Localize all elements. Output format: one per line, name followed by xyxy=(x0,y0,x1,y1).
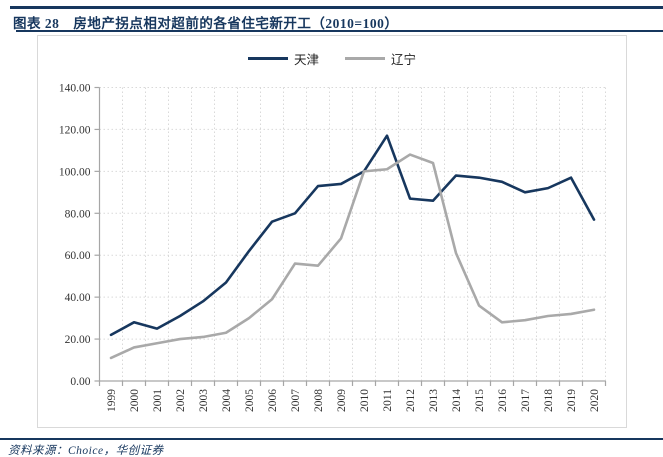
svg-text:2004: 2004 xyxy=(221,389,233,412)
svg-text:0.00: 0.00 xyxy=(70,376,90,388)
legend-label-tianjin: 天津 xyxy=(293,53,319,67)
svg-text:2005: 2005 xyxy=(244,389,256,412)
liaoning-line-swatch xyxy=(345,57,385,60)
svg-text:60.00: 60.00 xyxy=(65,250,91,262)
line-chart: 0.00 20.00 40.00 60.00 80.00 100.00 120.00 140.… xyxy=(59,83,607,412)
svg-text:2020: 2020 xyxy=(589,389,601,412)
tianjin-line-swatch xyxy=(247,57,288,60)
svg-text:2003: 2003 xyxy=(198,389,210,412)
legend-label-liaoning: 辽宁 xyxy=(391,53,417,67)
svg-text:2007: 2007 xyxy=(290,389,302,412)
svg-text:2019: 2019 xyxy=(566,389,578,412)
svg-text:2002: 2002 xyxy=(175,389,187,412)
svg-text:2001: 2001 xyxy=(152,389,164,412)
svg-text:2018: 2018 xyxy=(543,389,555,412)
svg-text:100.00: 100.00 xyxy=(59,166,91,178)
svg-text:2013: 2013 xyxy=(428,389,440,412)
svg-text:2016: 2016 xyxy=(497,389,509,412)
svg-text:2000: 2000 xyxy=(129,389,141,412)
top-divider-rule xyxy=(10,6,663,9)
svg-text:2012: 2012 xyxy=(405,389,417,412)
svg-text:2010: 2010 xyxy=(359,389,371,412)
legend-item-liaoning[interactable]: 辽宁 xyxy=(345,49,416,68)
svg-text:80.00: 80.00 xyxy=(65,208,91,220)
title-divider-rule xyxy=(16,30,663,32)
chart-container: 0.00 20.00 40.00 60.00 80.00 100.00 120.00 140.… xyxy=(37,35,627,428)
svg-text:1999: 1999 xyxy=(106,389,118,412)
chart-legend: 天津 辽宁 xyxy=(38,49,626,68)
svg-text:20.00: 20.00 xyxy=(65,334,91,346)
svg-text:2017: 2017 xyxy=(520,389,532,412)
footer-divider-rule xyxy=(0,438,663,440)
svg-text:2014: 2014 xyxy=(451,389,463,412)
svg-text:120.00: 120.00 xyxy=(59,124,91,136)
svg-text:2009: 2009 xyxy=(336,389,348,412)
source-note: 资料来源：Choice，华创证券 xyxy=(8,445,164,457)
svg-text:140.00: 140.00 xyxy=(59,83,91,95)
figure-title: 图表 28 房地产拐点相对超前的各省住宅新开工（2010=100） xyxy=(13,16,399,31)
svg-text:2008: 2008 xyxy=(313,389,325,412)
svg-text:40.00: 40.00 xyxy=(65,292,91,304)
svg-text:2011: 2011 xyxy=(382,389,394,412)
svg-text:2006: 2006 xyxy=(267,389,279,412)
svg-text:2015: 2015 xyxy=(474,389,486,412)
legend-item-tianjin[interactable]: 天津 xyxy=(247,49,319,68)
